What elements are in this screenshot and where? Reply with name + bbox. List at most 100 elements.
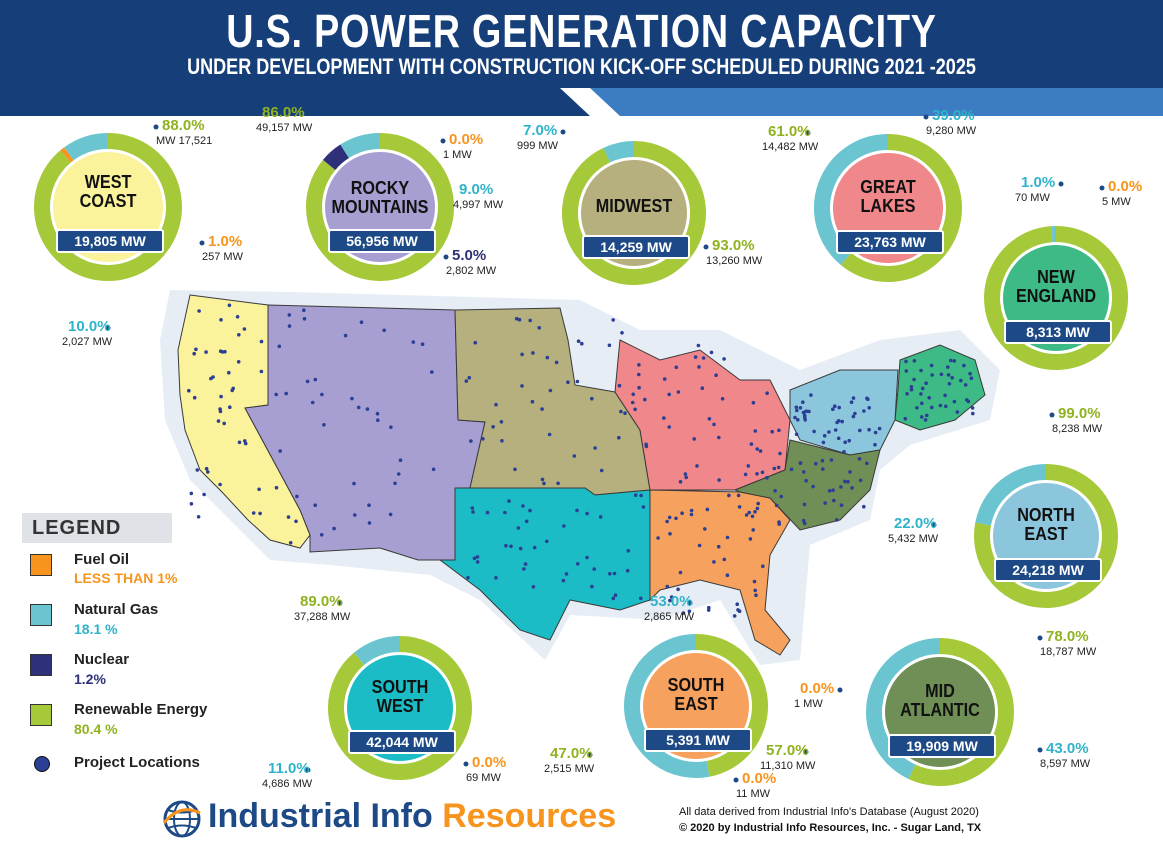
project-location-dot bbox=[288, 541, 293, 545]
project-location-dot bbox=[700, 386, 705, 391]
project-location-dot bbox=[218, 407, 222, 411]
project-location-dot bbox=[197, 309, 201, 313]
share-pct-rocky-mountains: 5.0% bbox=[452, 247, 487, 264]
project-location-dot bbox=[920, 401, 924, 406]
share-pct-new-england: 1.0% bbox=[1021, 174, 1056, 191]
leader-dot bbox=[931, 522, 937, 528]
project-location-dot bbox=[667, 425, 671, 429]
project-location-dot bbox=[467, 375, 472, 380]
project-location-dot bbox=[187, 388, 191, 393]
project-location-dot bbox=[722, 357, 726, 361]
project-location-dot bbox=[802, 521, 807, 526]
project-location-dot bbox=[231, 386, 235, 391]
share-mw-mid-atlantic: 1 MW bbox=[794, 698, 823, 710]
project-location-dot bbox=[717, 478, 721, 482]
project-location-dot bbox=[857, 457, 862, 461]
project-location-dot bbox=[732, 614, 737, 618]
share-mw-rocky-mountains: 1 MW bbox=[443, 149, 472, 161]
project-location-dot bbox=[867, 406, 871, 410]
project-location-dot bbox=[204, 350, 208, 354]
project-location-dot bbox=[206, 470, 210, 474]
project-location-dot bbox=[227, 370, 231, 375]
project-location-dot bbox=[912, 377, 916, 382]
project-location-dot bbox=[258, 511, 262, 516]
project-location-dot bbox=[554, 360, 559, 365]
project-location-dot bbox=[811, 484, 815, 489]
project-location-dot bbox=[802, 502, 807, 507]
project-location-dot bbox=[287, 324, 292, 328]
project-location-dot bbox=[703, 527, 707, 531]
project-location-dot bbox=[965, 398, 969, 402]
project-location-dot bbox=[706, 608, 711, 612]
project-location-dot bbox=[294, 519, 298, 524]
project-location-dot bbox=[522, 567, 526, 571]
project-location-dot bbox=[827, 430, 831, 434]
project-location-dot bbox=[752, 579, 757, 584]
share-pct-midwest: 7.0% bbox=[523, 122, 558, 139]
project-location-dot bbox=[599, 468, 604, 473]
project-location-dot bbox=[924, 381, 928, 386]
project-location-dot bbox=[669, 595, 674, 599]
project-location-dot bbox=[770, 429, 774, 434]
project-location-dot bbox=[531, 351, 535, 355]
project-location-dot bbox=[846, 479, 850, 484]
project-location-dot bbox=[955, 410, 960, 414]
project-location-dot-icon bbox=[34, 756, 50, 772]
project-location-dot bbox=[222, 421, 226, 426]
project-location-dot bbox=[562, 524, 566, 528]
project-location-dot bbox=[919, 368, 923, 373]
project-location-dot bbox=[777, 522, 781, 526]
project-location-dot bbox=[470, 506, 475, 510]
project-location-dot bbox=[746, 464, 751, 468]
project-location-dot bbox=[396, 472, 401, 476]
project-location-dot bbox=[388, 512, 393, 517]
project-location-dot bbox=[755, 447, 759, 451]
project-location-dot bbox=[411, 340, 416, 344]
project-location-dot bbox=[637, 363, 641, 367]
project-location-dot bbox=[545, 355, 550, 360]
project-location-dot bbox=[393, 481, 397, 486]
project-location-dot bbox=[803, 409, 808, 414]
natural-gas-swatch bbox=[30, 604, 52, 626]
project-location-dot bbox=[494, 402, 498, 407]
region-total-rocky-mountains: 56,956 MW bbox=[328, 229, 436, 253]
project-location-dot bbox=[756, 501, 760, 506]
share-mw-great-lakes: 9,280 MW bbox=[926, 125, 977, 137]
project-location-dot bbox=[722, 557, 727, 562]
project-location-dot bbox=[727, 493, 731, 498]
donut-segment-nuclear bbox=[322, 144, 350, 171]
project-location-dot bbox=[758, 449, 763, 453]
project-location-dot bbox=[322, 423, 326, 427]
donut-segment-renewable bbox=[695, 634, 768, 777]
project-location-dot bbox=[714, 373, 718, 378]
project-location-dot bbox=[259, 369, 264, 374]
project-location-dot bbox=[430, 370, 434, 374]
project-location-dot bbox=[949, 358, 953, 363]
leader-dot bbox=[299, 111, 305, 117]
project-locations bbox=[187, 303, 975, 618]
project-location-dot bbox=[684, 475, 688, 480]
region-name-rocky-mountains: ROCKY MOUNTAINS bbox=[331, 178, 429, 217]
project-location-dot bbox=[839, 485, 843, 489]
share-mw-rocky-mountains: 2,802 MW bbox=[446, 265, 497, 277]
project-location-dot bbox=[678, 480, 683, 484]
project-location-dot bbox=[227, 303, 232, 308]
project-location-dot bbox=[946, 373, 951, 377]
share-mw-mid-atlantic: 11,310 MW bbox=[760, 760, 816, 772]
region-name-south-west: SOUTH WEST bbox=[371, 677, 429, 716]
project-location-dot bbox=[626, 549, 631, 553]
project-location-dot bbox=[466, 575, 470, 580]
share-mw-north-east: 5,432 MW bbox=[888, 533, 939, 545]
project-location-dot bbox=[821, 440, 826, 445]
project-location-dot bbox=[938, 403, 943, 408]
project-location-dot bbox=[847, 438, 851, 443]
donut-segment-renewable bbox=[908, 638, 1014, 786]
share-pct-mid-atlantic: 57.0% bbox=[766, 742, 809, 759]
region-name-midwest: MIDWEST bbox=[595, 196, 673, 216]
project-location-dot bbox=[313, 503, 318, 508]
project-location-dot bbox=[192, 351, 196, 356]
project-location-dot bbox=[491, 425, 495, 429]
share-mw-north-east: 18,787 MW bbox=[1040, 646, 1097, 658]
project-location-dot bbox=[735, 602, 739, 606]
